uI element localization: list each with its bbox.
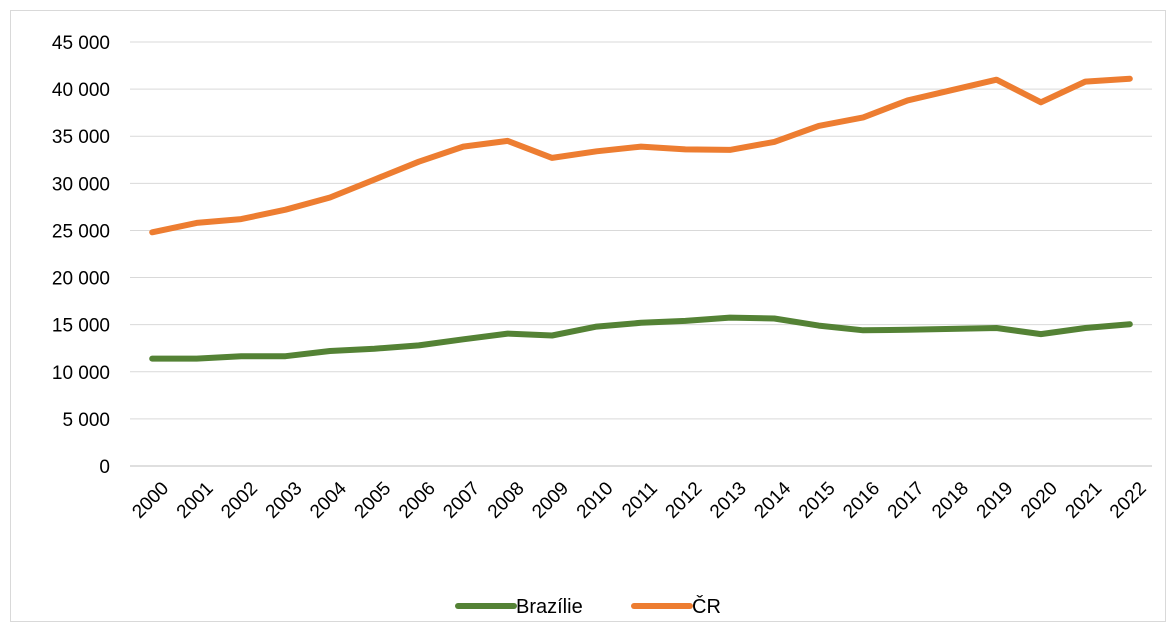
y-tick-label: 25 000 bbox=[52, 221, 110, 242]
x-tick-label: 2022 bbox=[1106, 478, 1151, 523]
x-tick-label: 2013 bbox=[706, 478, 751, 523]
series-line-čr bbox=[149, 75, 1133, 236]
x-tick-label: 2002 bbox=[217, 478, 262, 523]
y-tick-label: 5 000 bbox=[62, 410, 110, 431]
x-tick-label: 2008 bbox=[484, 478, 529, 523]
y-tick-label: 20 000 bbox=[52, 269, 110, 290]
y-tick-label: 30 000 bbox=[52, 174, 110, 195]
x-tick-label: 2000 bbox=[128, 478, 173, 523]
legend: Brazílie ČR bbox=[455, 595, 721, 616]
x-tick-label: 2012 bbox=[662, 478, 707, 523]
x-tick-label: 2007 bbox=[439, 478, 484, 523]
x-tick-label: 2018 bbox=[928, 478, 973, 523]
legend-label: Brazílie bbox=[516, 596, 583, 616]
x-tick-label: 2020 bbox=[1017, 478, 1062, 523]
legend-label: ČR bbox=[692, 595, 721, 616]
x-tick-label: 2005 bbox=[351, 478, 396, 523]
series-lines bbox=[149, 75, 1133, 362]
x-tick-label: 2003 bbox=[262, 478, 307, 523]
x-tick-label: 2006 bbox=[395, 478, 440, 523]
x-tick-label: 2021 bbox=[1062, 478, 1107, 523]
chart-frame bbox=[10, 10, 1166, 622]
x-tick-label: 2015 bbox=[795, 478, 840, 523]
y-tick-label: 0 bbox=[99, 457, 110, 478]
x-tick-label: 2017 bbox=[884, 478, 929, 523]
x-tick-label: 2010 bbox=[573, 478, 618, 523]
x-tick-label: 2019 bbox=[973, 478, 1018, 523]
x-axis-ticks: 2000 2001 2002 2003 2004 2005 2006 2007 2008 2009… bbox=[128, 478, 1150, 523]
x-tick-label: 2009 bbox=[528, 478, 573, 523]
y-tick-label: 40 000 bbox=[52, 80, 110, 101]
y-tick-label: 45 000 bbox=[52, 33, 110, 54]
series-line-brazílie bbox=[149, 314, 1133, 362]
x-tick-label: 2014 bbox=[750, 478, 795, 523]
y-axis-ticks: 0 5 000 10 000 15 000 20 000 25 000 30 000 35 0… bbox=[52, 33, 110, 478]
y-tick-label: 10 000 bbox=[52, 363, 110, 384]
x-tick-label: 2016 bbox=[839, 478, 884, 523]
y-tick-label: 15 000 bbox=[52, 316, 110, 337]
y-tick-label: 35 000 bbox=[52, 127, 110, 148]
x-tick-label: 2001 bbox=[173, 478, 218, 523]
x-tick-label: 2004 bbox=[306, 478, 351, 523]
gridlines bbox=[130, 41, 1152, 467]
x-tick-label: 2011 bbox=[618, 478, 662, 522]
